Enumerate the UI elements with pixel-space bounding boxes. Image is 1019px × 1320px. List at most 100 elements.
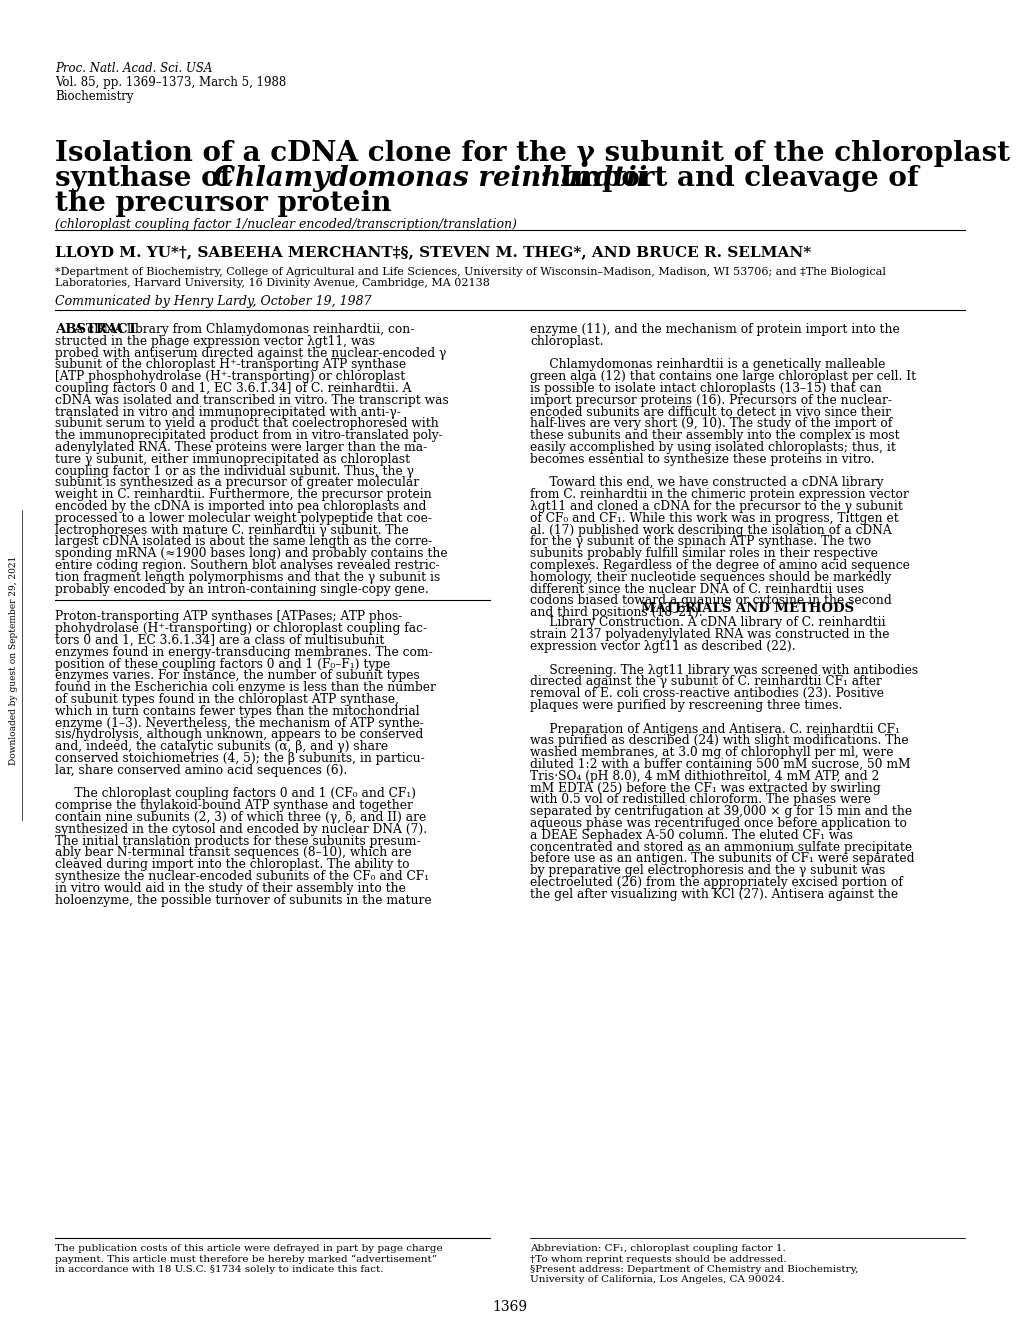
Text: washed membranes, at 3.0 mg of chlorophyll per ml, were: washed membranes, at 3.0 mg of chlorophy… xyxy=(530,746,893,759)
Text: Vol. 85, pp. 1369–1373, March 5, 1988: Vol. 85, pp. 1369–1373, March 5, 1988 xyxy=(55,77,286,88)
Text: different since the nuclear DNA of C. reinhardtii uses: different since the nuclear DNA of C. re… xyxy=(530,582,863,595)
Text: synthesize the nuclear-encoded subunits of the CF₀ and CF₁: synthesize the nuclear-encoded subunits … xyxy=(55,870,429,883)
Text: 1369: 1369 xyxy=(492,1300,527,1313)
Text: contain nine subunits (2, 3) of which three (γ, δ, and II) are: contain nine subunits (2, 3) of which th… xyxy=(55,810,426,824)
Text: synthase of: synthase of xyxy=(55,165,242,191)
Text: ABSTRACT: ABSTRACT xyxy=(55,323,138,337)
Text: separated by centrifugation at 39,000 × g for 15 min and the: separated by centrifugation at 39,000 × … xyxy=(530,805,911,818)
Text: which in turn contains fewer types than the mitochondrial: which in turn contains fewer types than … xyxy=(55,705,419,718)
Text: position of these coupling factors 0 and 1 (F₀–F₁) type: position of these coupling factors 0 and… xyxy=(55,657,390,671)
Text: Proton-transporting ATP synthases [ATPases; ATP phos-: Proton-transporting ATP synthases [ATPas… xyxy=(55,610,401,623)
Text: synthesized in the cytosol and encoded by nuclear DNA (7).: synthesized in the cytosol and encoded b… xyxy=(55,822,427,836)
Text: adenylylated RNA. These proteins were larger than the ma-: adenylylated RNA. These proteins were la… xyxy=(55,441,427,454)
Text: Laboratories, Harvard University, 16 Divinity Avenue, Cambridge, MA 02138: Laboratories, Harvard University, 16 Div… xyxy=(55,279,489,288)
Text: sponding mRNA (≈1900 bases long) and probably contains the: sponding mRNA (≈1900 bases long) and pro… xyxy=(55,548,447,560)
Text: tion fragment length polymorphisms and that the γ subunit is: tion fragment length polymorphisms and t… xyxy=(55,570,440,583)
Text: tors 0 and 1, EC 3.6.1.34] are a class of multisubunit: tors 0 and 1, EC 3.6.1.34] are a class o… xyxy=(55,634,384,647)
Text: of subunit types found in the chloroplast ATP synthase,: of subunit types found in the chloroplas… xyxy=(55,693,398,706)
Text: encoded subunits are difficult to detect in vivo since their: encoded subunits are difficult to detect… xyxy=(530,405,891,418)
Text: enzymes varies. For instance, the number of subunit types: enzymes varies. For instance, the number… xyxy=(55,669,420,682)
Text: expression vector λgt11 as described (22).: expression vector λgt11 as described (22… xyxy=(530,640,795,653)
Text: ture γ subunit, either immunoprecipitated as chloroplast: ture γ subunit, either immunoprecipitate… xyxy=(55,453,410,466)
Text: Biochemistry: Biochemistry xyxy=(55,90,133,103)
Text: A cDNA library from Chlamydomonas reinhardtii, con-: A cDNA library from Chlamydomonas reinha… xyxy=(55,323,414,337)
Text: the gel after visualizing with KCl (27). Antisera against the: the gel after visualizing with KCl (27).… xyxy=(530,888,898,900)
Text: homology, their nucleotide sequences should be markedly: homology, their nucleotide sequences sho… xyxy=(530,570,891,583)
Text: holoenzyme, the possible turnover of subunits in the mature: holoenzyme, the possible turnover of sub… xyxy=(55,894,431,907)
Text: The initial translation products for these subunits presum-: The initial translation products for the… xyxy=(55,834,420,847)
Text: becomes essential to synthesize these proteins in vitro.: becomes essential to synthesize these pr… xyxy=(530,453,873,466)
Text: from C. reinhardtii in the chimeric protein expression vector: from C. reinhardtii in the chimeric prot… xyxy=(530,488,908,502)
Text: with 0.5 vol of redistilled chloroform. The phases were: with 0.5 vol of redistilled chloroform. … xyxy=(530,793,870,807)
Text: lar, share conserved amino acid sequences (6).: lar, share conserved amino acid sequence… xyxy=(55,764,347,776)
Text: probed with antiserum directed against the nuclear-encoded γ: probed with antiserum directed against t… xyxy=(55,347,446,359)
Text: codons biased toward a guanine or cytosine in the second: codons biased toward a guanine or cytosi… xyxy=(530,594,891,607)
Text: diluted 1:2 with a buffer containing 500 mM sucrose, 50 mM: diluted 1:2 with a buffer containing 500… xyxy=(530,758,910,771)
Text: Chlamydomonas reinhardtii is a genetically malleable: Chlamydomonas reinhardtii is a genetical… xyxy=(530,359,884,371)
Text: these subunits and their assembly into the complex is most: these subunits and their assembly into t… xyxy=(530,429,899,442)
Text: structed in the phage expression vector λgt11, was: structed in the phage expression vector … xyxy=(55,335,375,347)
Text: plaques were purified by rescreening three times.: plaques were purified by rescreening thr… xyxy=(530,700,842,711)
Text: directed against the γ subunit of C. reinhardtii CF₁ after: directed against the γ subunit of C. rei… xyxy=(530,676,880,689)
Text: was purified as described (24) with slight modifications. The: was purified as described (24) with slig… xyxy=(530,734,908,747)
Text: a DEAE Sephadex A-50 column. The eluted CF₁ was: a DEAE Sephadex A-50 column. The eluted … xyxy=(530,829,852,842)
Text: weight in C. reinhardtii. Furthermore, the precursor protein: weight in C. reinhardtii. Furthermore, t… xyxy=(55,488,431,502)
Text: §Present address: Department of Chemistry and Biochemistry,: §Present address: Department of Chemistr… xyxy=(530,1265,858,1274)
Text: cDNA was isolated and transcribed in vitro. The transcript was: cDNA was isolated and transcribed in vit… xyxy=(55,393,448,407)
Text: (chloroplast coupling factor 1/nuclear encoded/transcription/translation): (chloroplast coupling factor 1/nuclear e… xyxy=(55,218,517,231)
Text: for the γ subunit of the spinach ATP synthase. The two: for the γ subunit of the spinach ATP syn… xyxy=(530,536,870,548)
Text: strain 2137 polyadenylylated RNA was constructed in the: strain 2137 polyadenylylated RNA was con… xyxy=(530,628,889,642)
Text: sis/hydrolysis, although unknown, appears to be conserved: sis/hydrolysis, although unknown, appear… xyxy=(55,729,423,742)
Text: al. (17) published work describing the isolation of a cDNA: al. (17) published work describing the i… xyxy=(530,524,891,537)
Text: complexes. Regardless of the degree of amino acid sequence: complexes. Regardless of the degree of a… xyxy=(530,558,909,572)
Text: subunit serum to yield a product that coelectrophoresed with: subunit serum to yield a product that co… xyxy=(55,417,438,430)
Text: removal of E. coli cross-reactive antibodies (23). Positive: removal of E. coli cross-reactive antibo… xyxy=(530,688,883,700)
Text: before use as an antigen. The subunits of CF₁ were separated: before use as an antigen. The subunits o… xyxy=(530,853,914,866)
Text: electroeluted (26) from the appropriately excised portion of: electroeluted (26) from the appropriatel… xyxy=(530,876,902,888)
Text: University of California, Los Angeles, CA 90024.: University of California, Los Angeles, C… xyxy=(530,1275,784,1284)
Text: Proc. Natl. Acad. Sci. USA: Proc. Natl. Acad. Sci. USA xyxy=(55,62,212,75)
Text: entire coding region. Southern blot analyses revealed restric-: entire coding region. Southern blot anal… xyxy=(55,558,439,572)
Text: processed to a lower molecular weight polypeptide that coe-: processed to a lower molecular weight po… xyxy=(55,512,432,525)
Text: conserved stoichiometries (4, 5); the β subunits, in particu-: conserved stoichiometries (4, 5); the β … xyxy=(55,752,424,766)
Text: coupling factor 1 or as the individual subunit. Thus, the γ: coupling factor 1 or as the individual s… xyxy=(55,465,414,478)
Text: coupling factors 0 and 1, EC 3.6.1.34] of C. reinhardtii. A: coupling factors 0 and 1, EC 3.6.1.34] o… xyxy=(55,381,411,395)
Text: subunit of the chloroplast H⁺-transporting ATP synthase: subunit of the chloroplast H⁺-transporti… xyxy=(55,359,406,371)
Text: import precursor proteins (16). Precursors of the nuclear-: import precursor proteins (16). Precurso… xyxy=(530,393,892,407)
Text: [ATP phosphohydrolase (H⁺-transporting) or chloroplast: [ATP phosphohydrolase (H⁺-transporting) … xyxy=(55,370,405,383)
Text: enzyme (1–3). Nevertheless, the mechanism of ATP synthe-: enzyme (1–3). Nevertheless, the mechanis… xyxy=(55,717,424,730)
Text: Tris·SO₄ (pH 8.0), 4 mM dithiothreitol, 4 mM ATP, and 2: Tris·SO₄ (pH 8.0), 4 mM dithiothreitol, … xyxy=(530,770,878,783)
Text: : Import and cleavage of: : Import and cleavage of xyxy=(539,165,918,191)
Text: phohydrolase (H⁺-transporting) or chloroplast coupling fac-: phohydrolase (H⁺-transporting) or chloro… xyxy=(55,622,427,635)
Text: ably bear N-terminal transit sequences (8–10), which are: ably bear N-terminal transit sequences (… xyxy=(55,846,412,859)
Text: cleaved during import into the chloroplast. The ability to: cleaved during import into the chloropla… xyxy=(55,858,409,871)
Text: Screening. The λgt11 library was screened with antibodies: Screening. The λgt11 library was screene… xyxy=(530,664,917,677)
Text: the immunoprecipitated product from in vitro-translated poly-: the immunoprecipitated product from in v… xyxy=(55,429,442,442)
Text: and, indeed, the catalytic subunits (α, β, and γ) share: and, indeed, the catalytic subunits (α, … xyxy=(55,741,388,754)
Text: enzymes found in energy-transducing membranes. The com-: enzymes found in energy-transducing memb… xyxy=(55,645,432,659)
Text: The chloroplast coupling factors 0 and 1 (CF₀ and CF₁): The chloroplast coupling factors 0 and 1… xyxy=(55,788,416,800)
Text: λgt11 and cloned a cDNA for the precursor to the γ subunit: λgt11 and cloned a cDNA for the precurso… xyxy=(530,500,902,513)
Text: concentrated and stored as an ammonium sulfate precipitate: concentrated and stored as an ammonium s… xyxy=(530,841,911,854)
Text: lectrophoreses with mature C. reinhardtii γ subunit. The: lectrophoreses with mature C. reinhardti… xyxy=(55,524,409,537)
Text: MATERIALS AND METHODS: MATERIALS AND METHODS xyxy=(640,602,853,615)
Text: encoded by the cDNA is imported into pea chloroplasts and: encoded by the cDNA is imported into pea… xyxy=(55,500,426,513)
Text: payment. This article must therefore be hereby marked “advertisement”: payment. This article must therefore be … xyxy=(55,1254,437,1263)
Text: enzyme (11), and the mechanism of protein import into the: enzyme (11), and the mechanism of protei… xyxy=(530,323,899,337)
Text: green alga (12) that contains one large chloroplast per cell. It: green alga (12) that contains one large … xyxy=(530,370,915,383)
Text: Downloaded by guest on September 29, 2021: Downloaded by guest on September 29, 202… xyxy=(9,556,18,764)
Text: *Department of Biochemistry, College of Agricultural and Life Sciences, Universi: *Department of Biochemistry, College of … xyxy=(55,267,886,277)
Text: and third positions (18–21).: and third positions (18–21). xyxy=(530,606,702,619)
Text: largest cDNA isolated is about the same length as the corre-: largest cDNA isolated is about the same … xyxy=(55,536,432,548)
Text: easily accomplished by using isolated chloroplasts; thus, it: easily accomplished by using isolated ch… xyxy=(530,441,895,454)
Text: in vitro would aid in the study of their assembly into the: in vitro would aid in the study of their… xyxy=(55,882,406,895)
Text: chloroplast.: chloroplast. xyxy=(530,335,603,347)
Text: aqueous phase was recentrifuged once before application to: aqueous phase was recentrifuged once bef… xyxy=(530,817,906,830)
Text: in accordance with 18 U.S.C. §1734 solely to indicate this fact.: in accordance with 18 U.S.C. §1734 solel… xyxy=(55,1265,383,1274)
Text: Communicated by Henry Lardy, October 19, 1987: Communicated by Henry Lardy, October 19,… xyxy=(55,294,371,308)
Text: is possible to isolate intact chloroplasts (13–15) that can: is possible to isolate intact chloroplas… xyxy=(530,381,881,395)
Text: Isolation of a cDNA clone for the γ subunit of the chloroplast ATP: Isolation of a cDNA clone for the γ subu… xyxy=(55,140,1019,168)
Text: Abbreviation: CF₁, chloroplast coupling factor 1.: Abbreviation: CF₁, chloroplast coupling … xyxy=(530,1243,785,1253)
Text: mM EDTA (25) before the CF₁ was extracted by swirling: mM EDTA (25) before the CF₁ was extracte… xyxy=(530,781,879,795)
Text: LLOYD M. YU*†, SABEEHA MERCHANT‡§, STEVEN M. THEG*, AND BRUCE R. SELMAN*: LLOYD M. YU*†, SABEEHA MERCHANT‡§, STEVE… xyxy=(55,246,810,259)
